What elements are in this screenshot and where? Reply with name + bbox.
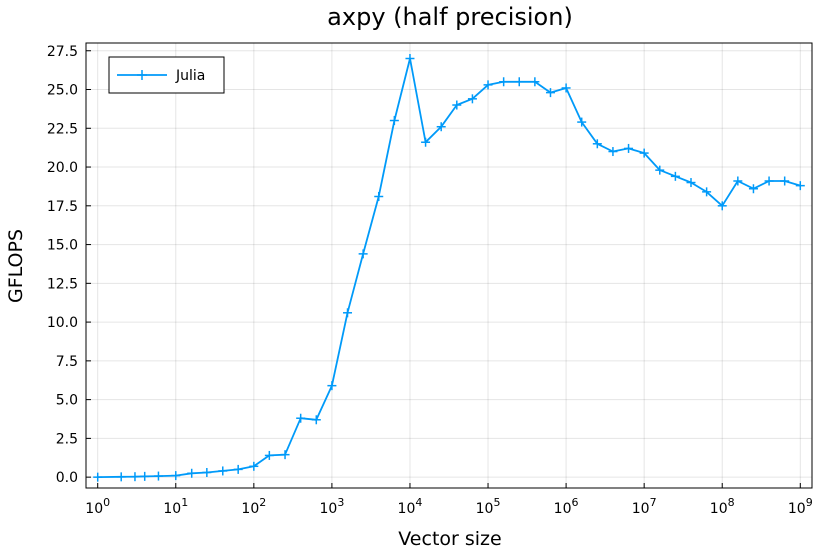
data-point [686,178,696,188]
data-point [421,137,431,147]
data-point [130,472,140,482]
data-point [764,176,774,186]
data-point [116,472,126,482]
data-point [530,77,540,87]
y-tick-label: 2.5 [56,431,78,447]
series-layer [93,54,805,482]
y-tick-label: 27.5 [47,44,78,60]
data-point [153,471,163,481]
data-point [264,450,274,460]
data-point [467,94,477,104]
data-point [717,201,727,211]
data-point [670,171,680,181]
x-tick-label: 107 [632,496,657,517]
legend-label-julia: Julia [175,68,205,84]
data-point [436,122,446,132]
data-point [592,139,602,149]
data-point [702,187,712,197]
grid [86,43,812,488]
legend[interactable]: Julia [108,56,225,94]
y-tick-label: 10.0 [47,315,78,331]
x-axis: 100 101 102 103 104 105 106 107 108 109 [85,483,813,517]
data-point [514,77,524,87]
y-tick-label: 12.5 [47,276,78,292]
y-tick-label: 22.5 [47,121,78,137]
data-point [374,192,384,202]
x-tick-label: 103 [319,496,344,517]
data-point [389,116,399,126]
x-tick-label: 104 [398,496,423,517]
y-tick-label: 5.0 [56,393,78,409]
data-point [311,415,321,425]
data-point [655,165,665,175]
x-tick-label: 102 [241,496,266,517]
data-point [639,148,649,158]
data-point [624,143,634,153]
y-tick-label: 0.0 [56,470,78,486]
data-point [608,147,618,157]
data-point [233,464,243,474]
data-point [452,100,462,110]
x-tick-label: 108 [710,496,735,517]
y-tick-label: 15.0 [47,238,78,254]
data-point [358,249,368,259]
data-point [218,466,228,476]
x-tick-label: 106 [554,496,579,517]
data-point [405,54,415,64]
data-point [249,461,259,471]
data-point [140,471,150,481]
data-point [780,176,790,186]
y-axis-label: GFLOPS [5,229,27,303]
plot-frame [85,42,813,489]
data-point [748,184,758,194]
data-point [733,176,743,186]
y-tick-label: 25.0 [47,83,78,99]
data-point [343,308,353,318]
y-tick-label: 20.0 [47,160,78,176]
data-point [795,181,805,191]
y-tick-label: 7.5 [56,354,78,370]
y-axis: 0.0 2.5 5.0 7.5 10.0 12.5 15.0 17.5 20.0 22.5 25.0… [47,44,91,486]
data-point [327,381,337,391]
data-point [93,472,103,482]
x-tick-label: 109 [788,496,813,517]
x-tick-label: 100 [85,496,110,517]
y-tick-label: 17.5 [47,199,78,215]
x-tick-label: 101 [163,496,188,517]
chart-title: axpy (half precision) [327,3,573,31]
x-axis-label: Vector size [398,528,501,550]
data-point [561,83,571,93]
data-point [202,467,212,477]
data-point [187,468,197,478]
data-point [280,450,290,460]
data-point [483,80,493,90]
series-line-julia [97,57,801,478]
data-point [577,117,587,127]
data-point [545,88,555,98]
data-point [296,413,306,423]
data-point [171,471,181,481]
data-point [499,77,509,87]
x-tick-label: 105 [476,496,501,517]
